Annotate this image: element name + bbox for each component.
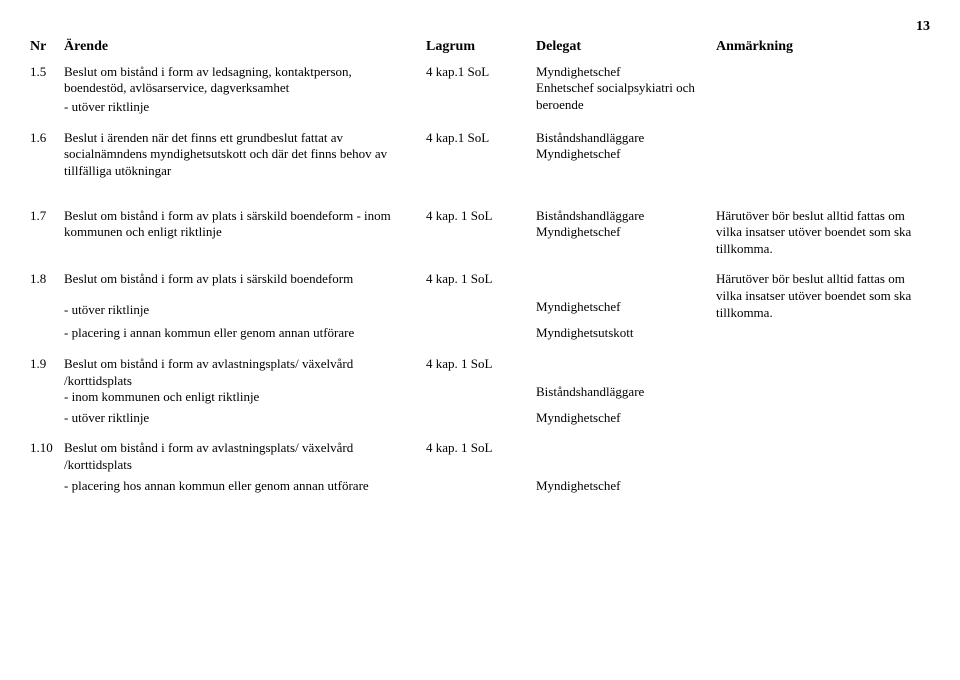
delegat-text: Myndighetschef xyxy=(536,478,716,495)
hdr-delegat: Delegat xyxy=(536,38,716,56)
cell-anm: Härutöver bör beslut alltid fattas om vi… xyxy=(716,271,930,321)
cell-nr: 1.5 xyxy=(30,64,64,116)
cell-arende: Beslut i ärenden när det finns ett grund… xyxy=(64,130,426,180)
spacer xyxy=(536,356,716,384)
arende-sub: - utöver riktlinje xyxy=(64,302,414,319)
cell-arende: Beslut om bistånd i form av plats i särs… xyxy=(64,208,426,258)
delegat-text: Myndighetschef xyxy=(536,299,716,316)
cell-anm xyxy=(716,130,930,180)
table-row: - utöver riktlinje Myndighetschef xyxy=(30,410,930,427)
table-row: 1.5 Beslut om bistånd i form av ledsagni… xyxy=(30,64,930,116)
cell-nr: 1.6 xyxy=(30,130,64,180)
arende-text: Beslut om bistånd i form av plats i särs… xyxy=(64,271,414,288)
table-row: 1.8 Beslut om bistånd i form av plats i … xyxy=(30,271,930,321)
cell-arende: Beslut om bistånd i form av avlastningsp… xyxy=(64,440,426,473)
cell-delegat: Biståndshandläggare Myndighetschef xyxy=(536,130,716,180)
cell-anm xyxy=(716,64,930,116)
cell-delegat: Myndighetschef xyxy=(536,271,716,321)
hdr-anm: Anmärkning xyxy=(716,38,930,56)
cell-arende: Beslut om bistånd i form av ledsagning, … xyxy=(64,64,426,116)
hdr-lagrum: Lagrum xyxy=(426,38,536,56)
cell-arende: Beslut om bistånd i form av avlastningsp… xyxy=(64,356,426,406)
table-row: 1.10 Beslut om bistånd i form av avlastn… xyxy=(30,440,930,473)
cell-nr: 1.10 xyxy=(30,440,64,473)
cell-lagrum: 4 kap. 1 SoL xyxy=(426,356,536,406)
arende-sub: - placering i annan kommun eller genom a… xyxy=(64,325,426,342)
cell-delegat: Biståndshandläggare Myndighetschef xyxy=(536,208,716,258)
cell-nr: 1.9 xyxy=(30,356,64,406)
arende-sub: - placering hos annan kommun eller genom… xyxy=(64,478,426,495)
page: 13 Nr Ärende Lagrum Delegat Anmärkning 1… xyxy=(0,0,960,680)
table-row: - placering hos annan kommun eller genom… xyxy=(30,478,930,495)
table-row: - placering i annan kommun eller genom a… xyxy=(30,325,930,342)
cell-lagrum: 4 kap. 1 SoL xyxy=(426,271,536,321)
table-row: 1.6 Beslut i ärenden när det finns ett g… xyxy=(30,130,930,180)
table-header: Nr Ärende Lagrum Delegat Anmärkning xyxy=(30,38,930,56)
cell-lagrum: 4 kap.1 SoL xyxy=(426,64,536,116)
cell-nr: 1.8 xyxy=(30,271,64,321)
page-number: 13 xyxy=(30,18,930,36)
cell-delegat: Biståndshandläggare xyxy=(536,356,716,406)
arende-sub: - inom kommunen och enligt riktlinje xyxy=(64,389,414,406)
hdr-nr: Nr xyxy=(30,38,64,56)
cell-arende: Beslut om bistånd i form av plats i särs… xyxy=(64,271,426,321)
cell-nr: 1.7 xyxy=(30,208,64,258)
table-row: 1.9 Beslut om bistånd i form av avlastni… xyxy=(30,356,930,406)
table-row: 1.7 Beslut om bistånd i form av plats i … xyxy=(30,208,930,258)
delegat-text: Myndighetsutskott xyxy=(536,325,716,342)
hdr-arende: Ärende xyxy=(64,38,426,56)
arende-sub: - utöver riktlinje xyxy=(64,410,426,427)
cell-lagrum: 4 kap. 1 SoL xyxy=(426,440,536,473)
spacer xyxy=(536,271,716,299)
arende-text: Beslut om bistånd i form av avlastningsp… xyxy=(64,356,414,389)
arende-sub: - utöver riktlinje xyxy=(64,99,414,116)
spacer xyxy=(30,194,930,208)
cell-lagrum: 4 kap.1 SoL xyxy=(426,130,536,180)
cell-delegat: Myndighetschef Enhetschef socialpsykiatr… xyxy=(536,64,716,116)
arende-text: Beslut om bistånd i form av ledsagning, … xyxy=(64,64,414,97)
cell-lagrum: 4 kap. 1 SoL xyxy=(426,208,536,258)
delegat-text: Myndighetschef xyxy=(536,410,716,427)
cell-anm: Härutöver bör beslut alltid fattas om vi… xyxy=(716,208,930,258)
delegat-text: Biståndshandläggare xyxy=(536,384,716,401)
